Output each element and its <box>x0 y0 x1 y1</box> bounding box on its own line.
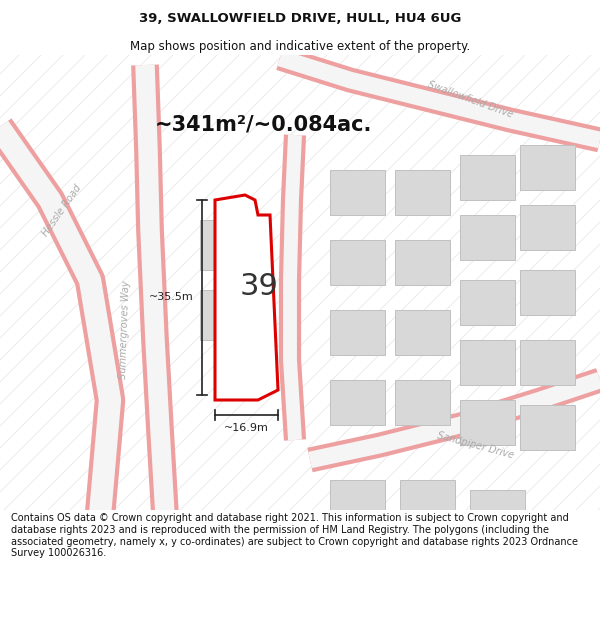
Text: 39, SWALLOWFIELD DRIVE, HULL, HU4 6UG: 39, SWALLOWFIELD DRIVE, HULL, HU4 6UG <box>139 12 461 25</box>
Bar <box>460 280 515 325</box>
Bar <box>470 490 525 530</box>
Text: Hessle Road: Hessle Road <box>41 182 83 238</box>
Text: 39: 39 <box>240 272 278 301</box>
Bar <box>520 340 575 385</box>
Bar <box>400 480 455 520</box>
Bar <box>330 310 385 355</box>
Bar <box>330 240 385 285</box>
Bar <box>460 400 515 445</box>
Bar <box>520 145 575 190</box>
Text: Swallowfield Drive: Swallowfield Drive <box>426 80 514 120</box>
Text: Summergroves Way: Summergroves Way <box>118 281 132 379</box>
Bar <box>395 380 450 425</box>
Bar <box>460 155 515 200</box>
Bar <box>520 270 575 315</box>
Text: Map shows position and indicative extent of the property.: Map shows position and indicative extent… <box>130 39 470 52</box>
Text: Contains OS data © Crown copyright and database right 2021. This information is : Contains OS data © Crown copyright and d… <box>11 514 578 558</box>
Bar <box>395 170 450 215</box>
Text: ~35.5m: ~35.5m <box>149 292 194 302</box>
Bar <box>200 290 270 340</box>
Bar <box>520 405 575 450</box>
Text: Sandpiper Drive: Sandpiper Drive <box>436 430 514 460</box>
Text: ~16.9m: ~16.9m <box>224 423 269 433</box>
Bar <box>330 170 385 215</box>
Bar <box>395 310 450 355</box>
Bar <box>200 220 270 270</box>
Bar <box>460 215 515 260</box>
Bar <box>395 240 450 285</box>
Text: ~341m²/~0.084ac.: ~341m²/~0.084ac. <box>155 115 373 135</box>
Bar <box>330 380 385 425</box>
Bar <box>330 480 385 520</box>
Bar <box>460 340 515 385</box>
Polygon shape <box>215 195 278 400</box>
Bar <box>520 205 575 250</box>
